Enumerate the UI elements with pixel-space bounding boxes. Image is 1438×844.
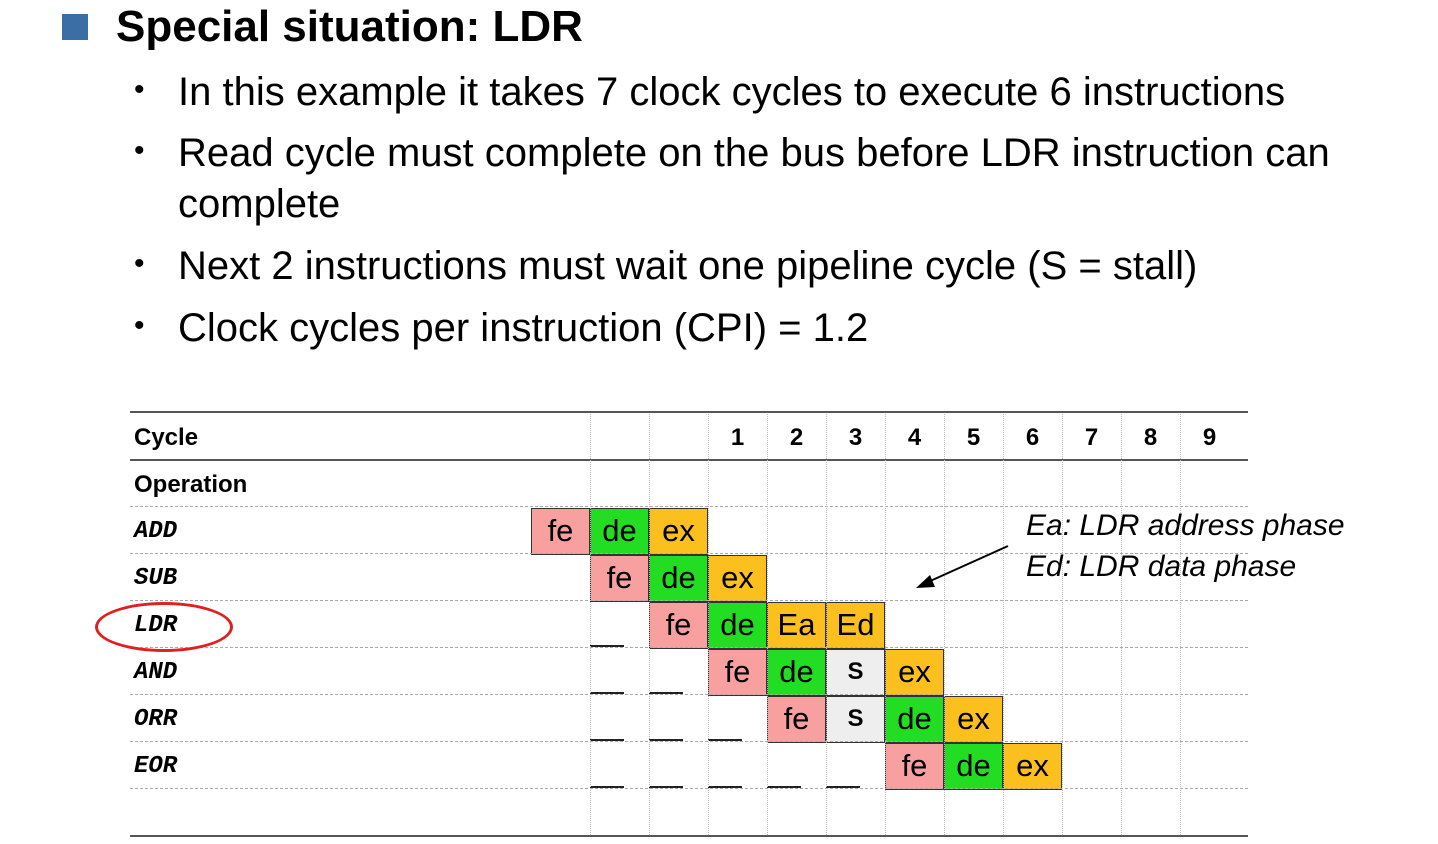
pipeline-stage-de: de [649,555,708,602]
column-divider [1062,414,1063,835]
column-divider [944,414,945,835]
slide-title: Special situation: LDR [116,2,583,51]
idle-marker [590,692,624,694]
pipeline-stage-de: de [708,602,767,649]
pipeline-stage-fe: fe [590,555,649,602]
instruction-label-and: AND [134,659,178,686]
table-bottom-rule [130,835,1248,837]
instruction-label-sub: SUB [134,565,178,592]
idle-marker [590,645,624,647]
idle-marker [708,739,742,741]
pipeline-stage-fe: fe [649,602,708,649]
operation-header-label: Operation [134,471,248,498]
instruction-label-eor: EOR [134,753,178,780]
idle-marker [767,786,801,788]
column-divider [885,414,886,835]
idle-marker [590,739,624,741]
annotation-ed: Ed: LDR data phase [1026,550,1297,583]
cycle-number: 9 [1202,424,1217,451]
cycle-number: 5 [966,424,981,451]
row-divider [130,600,1248,601]
bullet-text-3: Next 2 instructions must wait one pipeli… [178,244,1198,288]
row-divider [130,788,1248,789]
pipeline-stage-fe: fe [708,649,767,696]
pipeline-stage-de: de [944,743,1003,790]
instruction-label-orr: ORR [134,706,178,733]
idle-marker [826,786,860,788]
cycle-number: 7 [1084,424,1099,451]
cycle-number: 8 [1143,424,1158,451]
idle-marker [649,739,683,741]
pipeline-stage-ex: ex [708,555,767,602]
cycle-number: 4 [907,424,922,451]
column-divider [1003,414,1004,835]
bullet-text-2: Read cycle must complete on the bus befo… [178,131,1330,175]
pipeline-stage-ex: ex [885,649,944,696]
cycle-number: 2 [789,424,804,451]
column-divider [1180,414,1181,835]
bullet-dot-icon: • [134,73,145,106]
idle-marker [590,786,624,788]
column-divider [826,414,827,835]
bullet-dot-icon: • [134,134,145,167]
title-bullet-square-icon [62,14,88,40]
idle-marker [708,786,742,788]
pipeline-stage-fe: fe [531,508,590,555]
pipeline-stage-ex: ex [944,696,1003,743]
pipeline-stage-de: de [885,696,944,743]
column-divider [1121,414,1122,835]
annotation-ea: Ea: LDR address phase [1026,509,1345,542]
pipeline-stage-ex: ex [649,508,708,555]
pipeline-stage-fe: fe [885,743,944,790]
cycle-number: 6 [1025,424,1040,451]
bullet-dot-icon: • [134,247,145,280]
idle-marker [649,692,683,694]
pipeline-stage-ea: Ea [767,602,826,649]
pipeline-stage-fe: fe [767,696,826,743]
column-divider [708,414,709,835]
bullet-dot-icon: • [134,309,145,342]
row-divider [130,741,1248,742]
cycle-number: 3 [848,424,863,451]
bullet-text-2-cont: complete [178,182,341,226]
ldr-highlight-circle [95,602,233,652]
cycle-header-label: Cycle [134,424,199,451]
column-divider [649,414,650,835]
column-divider [767,414,768,835]
table-header-rule [130,459,1248,461]
bullet-text-4: Clock cycles per instruction (CPI) = 1.2 [178,306,869,350]
table-top-rule [130,411,1248,413]
row-divider [130,506,1248,507]
row-divider [130,553,1248,554]
bullet-text-1: In this example it takes 7 clock cycles … [178,70,1286,114]
idle-marker [649,786,683,788]
instruction-label-add: ADD [134,518,178,545]
column-divider [590,414,591,835]
pipeline-stage-de: de [590,508,649,555]
row-divider [130,694,1248,695]
row-divider [130,647,1248,648]
cycle-number: 1 [730,424,745,451]
pipeline-stage-s: S [826,696,885,743]
